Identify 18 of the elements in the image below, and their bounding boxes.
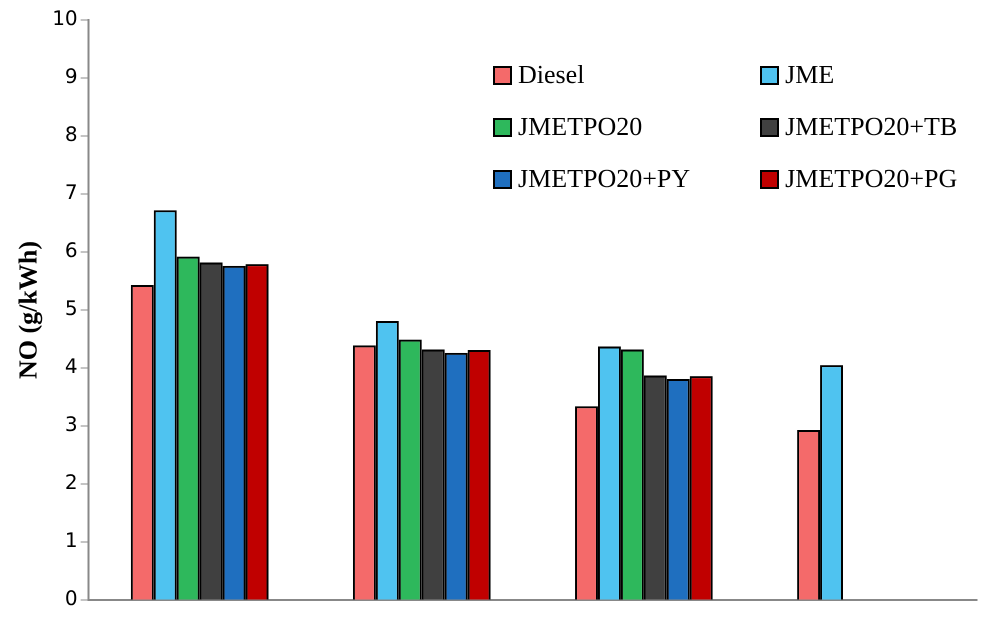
- y-tick-label: 2: [64, 470, 78, 494]
- y-tick-label: 3: [64, 412, 78, 436]
- y-tick-label: 5: [64, 296, 78, 320]
- legend-label: JMETPO20+PG: [785, 164, 958, 194]
- y-tick-label: 7: [64, 180, 78, 204]
- y-axis-title: NO (g/kWh): [13, 241, 42, 379]
- y-tick-label: 9: [64, 64, 78, 88]
- y-tick-label: 0: [64, 586, 78, 610]
- y-tick-label: 8: [64, 122, 78, 146]
- y-tick-label: 10: [52, 6, 78, 30]
- y-tick-label: 4: [64, 354, 78, 378]
- legend-label: Diesel: [518, 60, 584, 90]
- legend-label: JMETPO20: [518, 112, 642, 142]
- legend-label: JME: [785, 60, 834, 90]
- legend-label: JMETPO20+PY: [518, 164, 690, 194]
- legend-label: JMETPO20+TB: [785, 112, 958, 142]
- y-tick-label: 1: [64, 528, 78, 552]
- y-tick-label: 6: [64, 238, 78, 262]
